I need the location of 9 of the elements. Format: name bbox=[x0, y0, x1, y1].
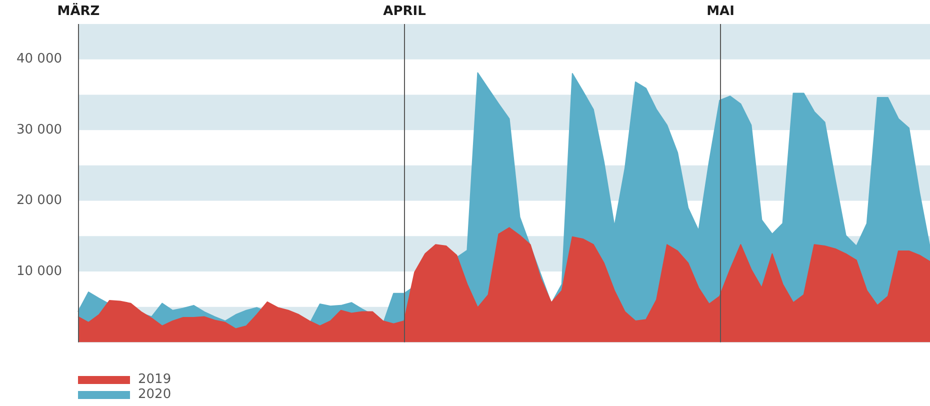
x-tick-label: MAI bbox=[706, 4, 734, 19]
x-tick-label: APRIL bbox=[383, 4, 426, 19]
y-tick-label: 40 000 bbox=[16, 52, 62, 67]
legend-label: 2019 bbox=[138, 372, 172, 387]
legend-label: 2020 bbox=[138, 387, 172, 402]
y-tick-label: 30 000 bbox=[16, 122, 62, 138]
y-tick-label: 10 000 bbox=[16, 264, 62, 279]
x-tick-label: MÄRZ bbox=[57, 2, 100, 19]
y-tick-label: 20 000 bbox=[16, 193, 62, 208]
